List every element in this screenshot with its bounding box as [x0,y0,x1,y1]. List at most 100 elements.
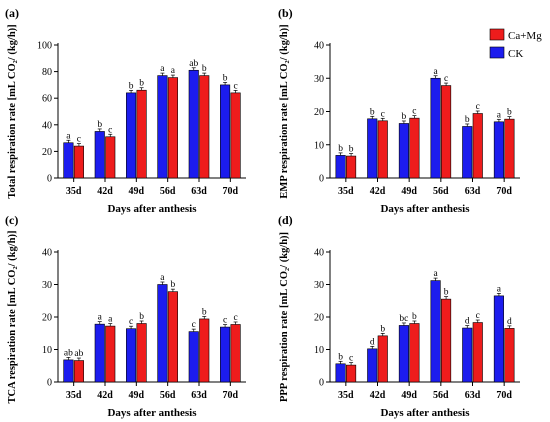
y-tick-label: 0 [47,378,52,389]
significance-letter: b [380,324,385,334]
bar-ca-mg [136,89,147,179]
significance-letter: d [465,317,470,327]
y-tick-label: 0 [319,174,324,185]
significance-letter: c [192,320,196,330]
bar-ca-mg [199,318,210,383]
bar-ca-mg [167,291,178,383]
x-tick-label: 49d [129,390,145,401]
x-tick-label: 42d [97,186,113,197]
bar-ca-mg [472,113,483,179]
x-tick-label: 63d [465,186,481,197]
x-tick-label: 42d [370,186,386,197]
x-tick-label: 35d [66,390,82,401]
significance-letter: a [98,313,103,323]
significance-letter: b [139,312,144,322]
significance-letter: b [444,288,449,298]
significance-letter: a [497,110,502,120]
bar-ca-mg [504,328,515,383]
y-tick-label: 20 [42,313,52,324]
x-tick-label: 70d [496,390,512,401]
legend-swatch-ck [489,46,505,59]
bar-ca-mg [441,298,452,383]
significance-letter: bc [399,314,408,324]
x-tick-label: 70d [496,186,512,197]
x-tick-label: 63d [465,390,481,401]
y-tick-label: 20 [314,313,324,324]
x-axis-title: Days after anthesis [107,203,197,215]
panel-label: (d) [278,213,293,227]
significance-letter: a [160,64,165,74]
bar-ca-mg [377,120,388,179]
bar-ck [157,284,168,383]
bar-ca-mg [167,77,178,179]
bar-ck [63,359,74,383]
x-tick-label: 56d [433,390,449,401]
bar-ck [493,295,504,383]
significance-letter: c [108,125,112,135]
y-tick-label: 0 [47,174,52,185]
significance-letter: b [338,352,343,362]
bar-ck [398,325,409,383]
bar-ck [220,84,231,179]
y-tick-label: 0 [319,378,324,389]
x-tick-label: 56d [160,390,176,401]
y-tick-label: 60 [42,94,52,105]
y-tick-label: 40 [314,248,324,259]
bar-ca-mg [199,75,210,179]
bar-ca-mg [346,155,357,179]
x-tick-label: 42d [370,390,386,401]
significance-letter: a [433,67,438,77]
x-axis-title: Days after anthesis [380,407,470,419]
significance-letter: c [444,74,448,84]
bar-ck [430,280,441,383]
significance-letter: b [338,144,343,154]
significance-letter: a [433,269,438,279]
bar-ca-mg [136,323,147,383]
y-tick-label: 40 [42,248,52,259]
significance-letter: a [497,284,502,294]
significance-letter: c [476,102,480,112]
legend-label-ca-mg: Ca+Mg [508,30,542,42]
significance-letter: d [507,317,512,327]
y-tick-label: 30 [314,74,324,85]
significance-letter: ab [74,349,83,359]
significance-letter: b [129,81,134,91]
x-tick-label: 70d [223,186,239,197]
x-tick-label: 63d [191,390,207,401]
significance-letter: c [412,107,416,117]
y-axis-title: Total respiration rate [mL CO₂/ (kg/h)] [7,24,18,198]
panel-label: (a) [5,6,19,20]
bar-ca-mg [230,324,241,383]
significance-letter: a [66,131,71,141]
significance-letter: a [108,315,113,325]
bar-ca-mg [409,323,420,383]
significance-letter: a [171,66,176,76]
y-tick-label: 10 [42,345,52,356]
bar-ck [462,126,473,179]
bar-ca-mg [409,117,420,179]
significance-letter: b [402,112,407,122]
x-tick-label: 63d [191,186,207,197]
legend-label-ck: CK [508,48,523,60]
bar-ck [126,328,137,383]
y-tick-label: 10 [314,345,324,356]
x-tick-label: 70d [223,390,239,401]
y-tick-label: 30 [314,280,324,291]
significance-letter: b [223,73,228,83]
bar-ca-mg [346,364,357,383]
bar-ck [188,69,199,179]
bar-ck [335,363,346,383]
bar-ck [63,142,74,179]
significance-letter: b [202,64,207,74]
bar-ck [94,131,105,179]
y-axis-title: TCA respiration rate [mL CO₂/ (kg/h)] [7,231,18,404]
x-tick-label: 56d [160,186,176,197]
x-tick-label: 56d [433,186,449,197]
bar-ck [157,75,168,179]
significance-letter: c [349,354,353,364]
significance-letter: a [160,273,165,283]
y-axis-title: EMP respiration rate [mL CO₂/ (kg/h)] [279,24,290,198]
